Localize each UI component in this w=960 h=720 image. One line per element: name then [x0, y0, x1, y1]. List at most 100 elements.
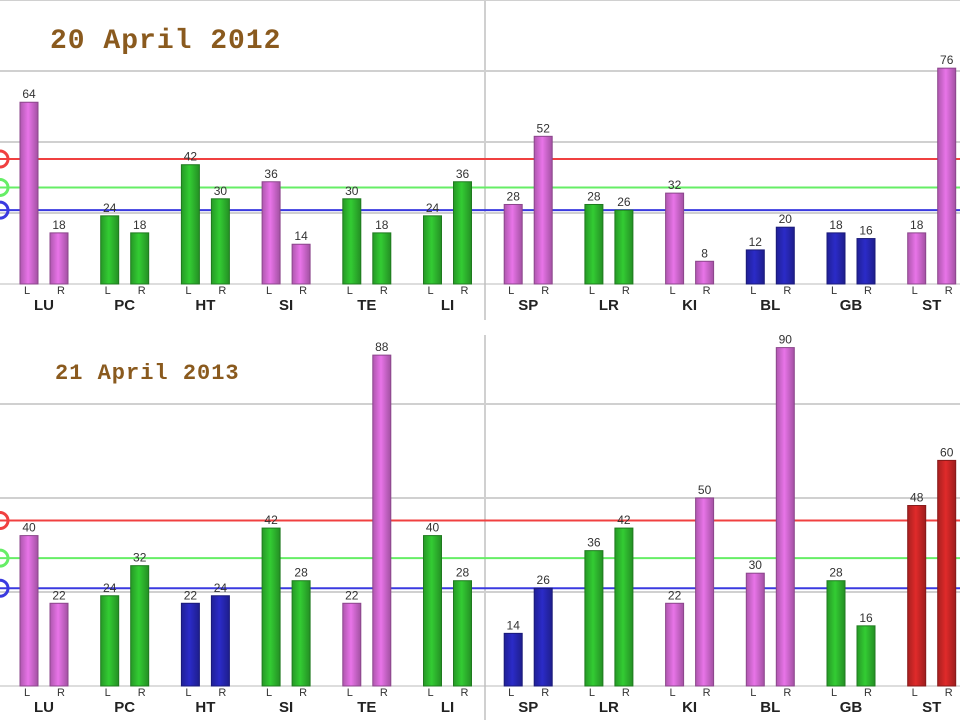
bar-lu-l	[19, 101, 39, 285]
group-label-bl: BL	[760, 297, 780, 314]
bar-value-label: 90	[779, 335, 793, 347]
group-label-gb: GB	[840, 297, 863, 314]
side-label: R	[138, 285, 146, 297]
side-label: L	[912, 285, 918, 297]
side-label: L	[185, 687, 191, 699]
bar-value-label: 22	[668, 588, 682, 602]
group-label-lu: LU	[34, 297, 54, 314]
bar-pc-r	[130, 565, 150, 687]
side-label: L	[589, 285, 595, 297]
bar-ki-r	[695, 260, 715, 285]
side-label: R	[864, 285, 872, 297]
reference-marker-blue	[0, 200, 10, 220]
side-label: L	[185, 285, 191, 297]
side-label: R	[380, 687, 388, 699]
bar-value-label: 28	[507, 189, 521, 203]
bar-ki-l	[665, 602, 685, 687]
side-label: L	[266, 285, 272, 297]
bar-st-r	[937, 459, 957, 687]
bar-value-label: 48	[910, 491, 924, 505]
reference-marker-red	[0, 511, 10, 531]
bar-value-label: 32	[133, 551, 147, 565]
group-label-lu: LU	[34, 699, 54, 716]
side-label: L	[670, 687, 676, 699]
bar-bl-r	[775, 347, 795, 687]
group-label-sp: SP	[518, 297, 538, 314]
bar-gb-l	[826, 232, 846, 285]
group-label-sp: SP	[518, 699, 538, 716]
side-label: R	[703, 687, 711, 699]
group-label-st: ST	[922, 297, 941, 314]
bar-value-label: 42	[264, 513, 278, 527]
bar-value-label: 16	[859, 224, 873, 238]
side-label: R	[218, 285, 226, 297]
side-label: L	[589, 687, 595, 699]
bar-value-label: 28	[587, 189, 601, 203]
group-label-bl: BL	[760, 699, 780, 716]
group-label-li: LI	[441, 699, 454, 716]
bar-value-label: 60	[940, 445, 954, 459]
bar-si-l	[261, 527, 281, 687]
side-label: L	[508, 687, 514, 699]
group-label-ht: HT	[195, 297, 215, 314]
side-label: R	[57, 285, 65, 297]
bar-li-l	[423, 535, 442, 687]
bar-ht-r	[210, 595, 230, 687]
bar-lr-r	[614, 209, 634, 285]
bar-li-r	[453, 181, 472, 285]
side-label: L	[105, 285, 111, 297]
bar-si-r	[291, 243, 311, 285]
side-label: R	[864, 687, 872, 699]
side-label: L	[831, 285, 837, 297]
bar-value-label: 18	[910, 218, 924, 232]
bar-pc-l	[100, 215, 120, 285]
side-label: L	[24, 285, 30, 297]
group-label-lr: LR	[599, 699, 619, 716]
bar-value-label: 22	[52, 588, 66, 602]
bar-pc-l	[100, 595, 120, 687]
bar-te-r	[372, 354, 392, 687]
side-label: L	[670, 285, 676, 297]
group-label-st: ST	[922, 699, 941, 716]
bar-value-label: 40	[22, 521, 36, 535]
side-label: L	[912, 687, 918, 699]
bar-value-label: 26	[537, 573, 551, 587]
bar-lu-r	[49, 232, 69, 285]
side-label: L	[427, 285, 433, 297]
bar-value-label: 18	[829, 218, 843, 232]
bar-li-l	[423, 215, 442, 285]
bar-value-label: 18	[52, 218, 66, 232]
bar-st-l	[907, 505, 927, 687]
bar-value-label: 88	[375, 340, 389, 354]
bar-te-l	[342, 198, 362, 285]
bar-value-label: 36	[456, 167, 470, 181]
bar-ht-r	[210, 198, 230, 285]
side-label: R	[541, 285, 549, 297]
chart-title-2013: 21 April 2013	[55, 361, 240, 386]
bar-value-label: 18	[133, 218, 147, 232]
bar-value-label: 76	[940, 53, 954, 67]
bar-value-label: 28	[829, 566, 843, 580]
chart-panel-2012: 64 18 24 18 42 30 36 14 30 18 24 36 28 52 28 26 32 8 12 20 1…	[0, 0, 960, 320]
bar-ht-l	[180, 602, 200, 687]
bar-value-label: 28	[294, 566, 308, 580]
side-label: R	[138, 687, 146, 699]
side-label: R	[945, 285, 953, 297]
side-label: R	[622, 285, 630, 297]
side-label: L	[831, 687, 837, 699]
bar-sp-r	[533, 135, 553, 285]
group-label-pc: PC	[114, 297, 135, 314]
bar-sp-l	[503, 632, 523, 687]
side-label: L	[427, 687, 433, 699]
bar-lr-l	[584, 550, 604, 687]
bar-value-label: 24	[103, 201, 117, 215]
reference-marker-blue	[0, 578, 10, 598]
bar-value-label: 14	[507, 618, 521, 632]
bar-value-label: 24	[426, 201, 440, 215]
bar-st-l	[907, 232, 927, 285]
bar-si-r	[291, 580, 311, 687]
side-label: L	[347, 687, 353, 699]
bar-gb-l	[826, 580, 846, 687]
bar-value-label: 64	[22, 87, 36, 101]
bar-value-label: 24	[214, 581, 228, 595]
